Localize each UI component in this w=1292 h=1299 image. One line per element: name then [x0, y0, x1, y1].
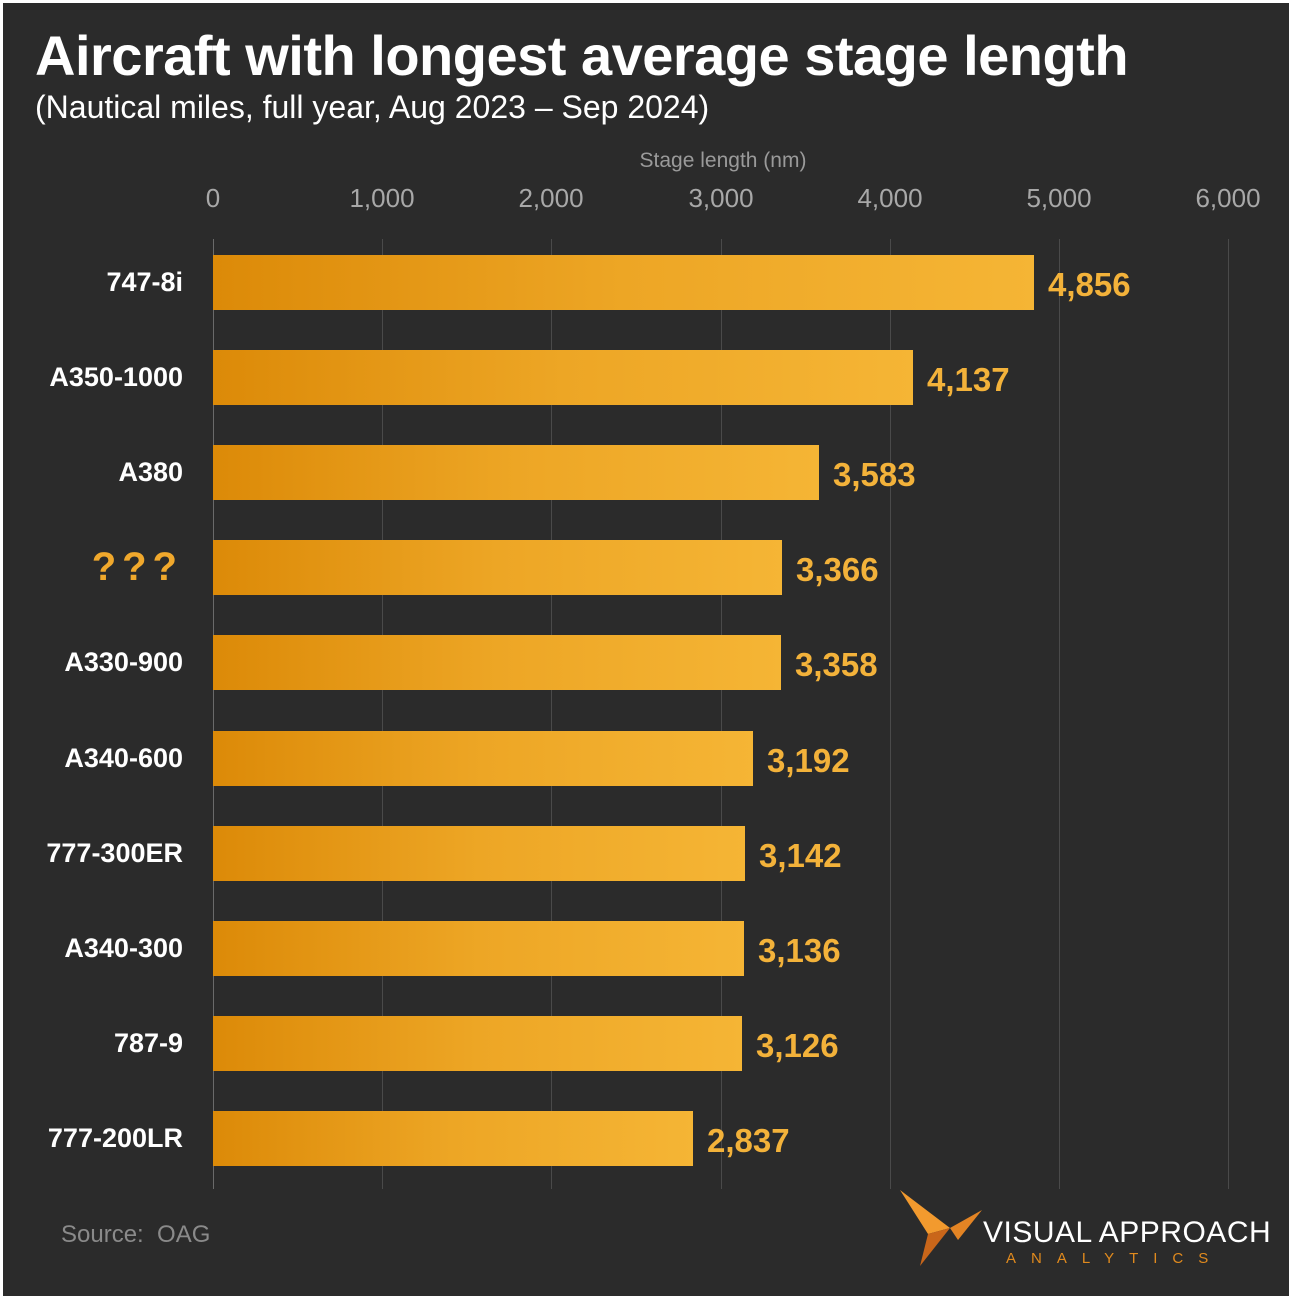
gridline-6000 [1228, 239, 1229, 1189]
category-label-6: A340-600 [64, 743, 183, 773]
brand-tagline: ANALYTICS [1006, 1250, 1224, 1267]
x-tick-label-4000: 4,000 [857, 183, 923, 213]
x-tick-label-2000: 2,000 [518, 183, 584, 213]
gridline-2000 [551, 239, 552, 1189]
bar-10 [213, 1111, 693, 1166]
gridline-0 [213, 239, 214, 1189]
chart-title: Aircraft with longest average stage leng… [35, 24, 1129, 87]
bar-5 [213, 635, 781, 690]
bar-3 [213, 445, 819, 500]
value-label-10: 2,837 [707, 1122, 790, 1159]
bar-4 [213, 540, 782, 595]
gridline-1000 [382, 239, 383, 1189]
brand-logo-icon [900, 1190, 982, 1266]
category-label-2: A350-1000 [49, 362, 183, 392]
category-label-3: A380 [118, 457, 183, 487]
category-label-1: 747-8i [106, 267, 183, 297]
bar-8 [213, 921, 744, 976]
category-label-5: A330-900 [64, 647, 183, 677]
value-label-2: 4,137 [927, 361, 1010, 398]
source-note: Source: OAG [61, 1221, 211, 1248]
value-label-3: 3,583 [833, 456, 916, 493]
x-tick-label-0: 0 [205, 183, 221, 213]
bar-9 [213, 1016, 742, 1071]
gridline-5000 [1059, 239, 1060, 1189]
x-tick-label-1000: 1,000 [349, 183, 415, 213]
bar-7 [213, 826, 745, 881]
x-tick-label-5000: 5,000 [1026, 183, 1092, 213]
value-label-9: 3,126 [756, 1027, 839, 1064]
value-label-7: 3,142 [759, 837, 842, 874]
value-label-1: 4,856 [1048, 266, 1131, 303]
category-label-8: A340-300 [64, 933, 183, 963]
category-label-9: 787-9 [113, 1028, 183, 1058]
brand-logo: VISUAL APPROACH ANALYTICS [898, 1188, 1283, 1278]
chart-subtitle: (Nautical miles, full year, Aug 2023 – S… [35, 89, 710, 125]
bar-1 [213, 255, 1034, 310]
category-label-7: 777-300ER [46, 838, 183, 868]
value-label-8: 3,136 [758, 932, 841, 969]
category-label-4: ??? [91, 545, 183, 589]
bar-6 [213, 731, 753, 786]
chart-card: Aircraft with longest average stage leng… [3, 3, 1289, 1296]
gridline-4000 [890, 239, 891, 1189]
x-tick-label-3000: 3,000 [688, 183, 754, 213]
category-label-10: 777-200LR [47, 1123, 183, 1153]
value-label-5: 3,358 [795, 646, 878, 683]
x-tick-label-6000: 6,000 [1195, 183, 1261, 213]
x-axis-title: Stage length (nm) [639, 149, 807, 172]
bar-2 [213, 350, 913, 405]
value-label-4: 3,366 [796, 551, 879, 588]
value-label-6: 3,192 [767, 742, 850, 779]
brand-name: VISUAL APPROACH [983, 1216, 1272, 1249]
gridline-3000 [721, 239, 722, 1189]
